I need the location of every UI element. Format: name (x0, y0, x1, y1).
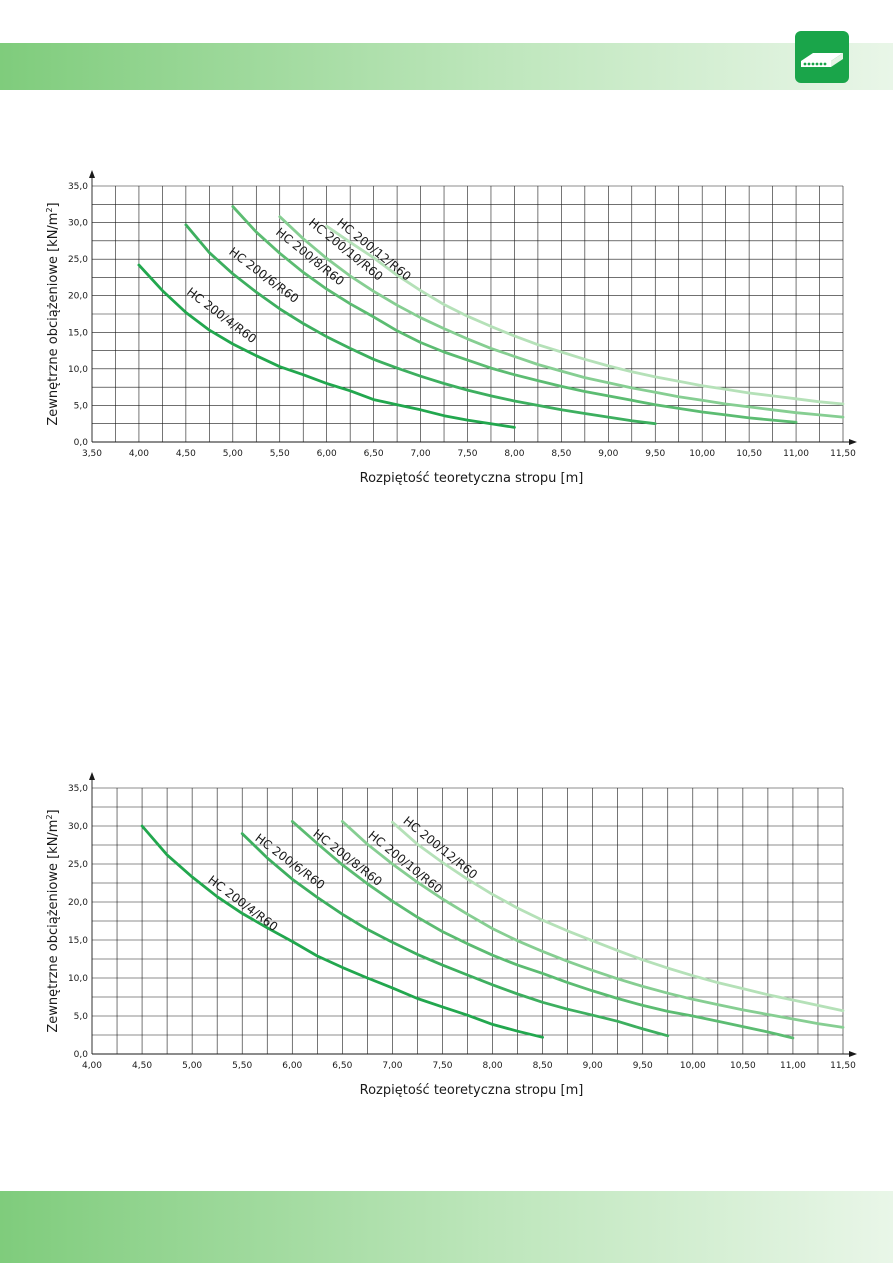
x-tick-label: 6,50 (364, 449, 384, 459)
y-tick-label: 10,0 (68, 365, 88, 375)
header-band (0, 43, 893, 90)
y-tick-label: 0,0 (74, 438, 89, 448)
x-tick-label: 9,00 (598, 449, 618, 459)
series-label: HC 200/4/R60 (205, 873, 280, 934)
y-tick-label: 35,0 (68, 182, 88, 192)
y-tick-label: 30,0 (68, 822, 88, 832)
y-tick-label: 5,0 (74, 401, 89, 411)
y-tick-label: 20,0 (68, 898, 88, 908)
x-tick-label: 8,00 (504, 449, 524, 459)
x-tick-label: 6,00 (317, 449, 337, 459)
hollow-core-slab-logo (795, 31, 849, 83)
y-tick-label: 10,0 (68, 974, 88, 984)
x-axis-arrow (849, 1051, 857, 1057)
series-line (290, 820, 795, 1040)
y-tick-label: 0,0 (74, 1050, 89, 1060)
x-tick-label: 10,00 (680, 1061, 706, 1071)
x-tick-label: 10,00 (689, 449, 715, 459)
load-span-chart-1: 3,50 4,00 4,50 5,00 5,50 6,00 6,50 7,00 7,50 8,00… (45, 170, 857, 486)
y-tick-label: 35,0 (68, 784, 88, 794)
y-axis-arrow (89, 170, 95, 178)
x-tick-label: 11,50 (830, 449, 856, 459)
footer-band (0, 1191, 893, 1263)
x-tick-label: 5,50 (232, 1061, 252, 1071)
series-line (137, 263, 516, 429)
series-line (184, 223, 657, 426)
hollow-core-slab-icon (801, 53, 843, 67)
x-axis-title: Rozpiętość teoretyczna stropu [m] (360, 1083, 584, 1098)
x-tick-label: 7,00 (411, 449, 431, 459)
y-tick-label: 25,0 (68, 255, 88, 265)
x-tick-label: 9,50 (645, 449, 665, 459)
y-tick-label: 25,0 (68, 860, 88, 870)
grid (92, 185, 844, 442)
series-line (278, 215, 845, 419)
x-tick-label: 4,50 (132, 1061, 152, 1071)
y-axis-title: Zewnętrzne obciążeniowe [kN/m2] (45, 809, 61, 1032)
x-tick-label: 5,50 (270, 449, 290, 459)
x-tick-label: 10,50 (730, 1061, 756, 1071)
x-tick-label: 10,50 (736, 449, 762, 459)
x-tick-label: 3,50 (82, 449, 102, 459)
x-tick-label: 11,50 (830, 1061, 856, 1071)
x-tick-label: 4,50 (176, 449, 196, 459)
x-tick-label: 7,50 (457, 449, 477, 459)
y-tick-label: 15,0 (68, 936, 88, 946)
y-axis-arrow (89, 772, 95, 780)
x-tick-label: 9,50 (633, 1061, 653, 1071)
x-tick-label: 8,00 (483, 1061, 503, 1071)
x-tick-label: 6,00 (282, 1061, 302, 1071)
x-tick-label: 7,00 (382, 1061, 402, 1071)
y-tick-label: 30,0 (68, 219, 88, 229)
x-tick-label: 8,50 (551, 449, 571, 459)
series-line (325, 224, 845, 406)
x-tick-label: 7,50 (432, 1061, 452, 1071)
series-line (140, 824, 544, 1039)
series-line (340, 820, 845, 1029)
y-tick-label: 20,0 (68, 292, 88, 302)
y-tick-label: 15,0 (68, 328, 88, 338)
x-tick-label: 11,00 (780, 1061, 806, 1071)
series-line (231, 205, 798, 424)
load-span-chart-2: 4,00 4,50 5,00 5,50 6,00 6,50 7,00 7,50 8,00 8,50… (45, 772, 857, 1098)
x-tick-label: 4,00 (82, 1061, 102, 1071)
y-tick-label: 5,0 (74, 1012, 89, 1022)
x-tick-label: 5,00 (182, 1061, 202, 1071)
x-tick-label: 11,00 (783, 449, 809, 459)
y-axis-title: Zewnętrzne obciążeniowe [kN/m2] (45, 202, 61, 425)
x-axis-arrow (849, 439, 857, 445)
x-tick-label: 8,50 (533, 1061, 553, 1071)
x-tick-label: 5,00 (223, 449, 243, 459)
series-line (240, 832, 670, 1038)
x-tick-label: 9,00 (583, 1061, 603, 1071)
x-axis-title: Rozpiętość teoretyczna stropu [m] (360, 471, 584, 486)
x-tick-label: 6,50 (332, 1061, 352, 1071)
series-line (391, 820, 845, 1013)
x-tick-label: 4,00 (129, 449, 149, 459)
